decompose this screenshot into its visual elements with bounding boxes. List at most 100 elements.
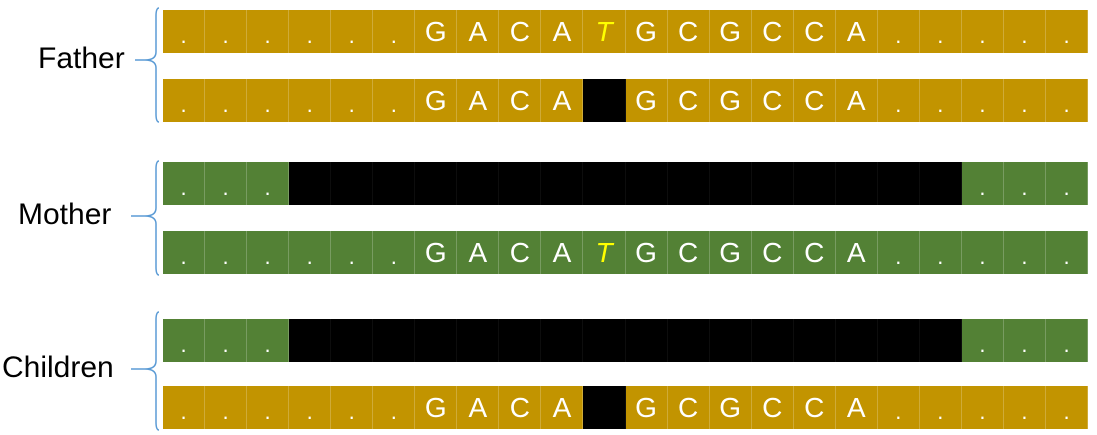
dot-cell: .	[163, 319, 206, 362]
base-cell: C	[667, 79, 710, 122]
brace-0	[144, 7, 160, 123]
base-cell: C	[793, 231, 836, 274]
deleted-cell	[667, 319, 710, 362]
base-cell: A	[457, 79, 500, 122]
deleted-cell	[793, 162, 836, 205]
dot-cell: .	[1045, 79, 1089, 122]
deleted-cell	[457, 162, 500, 205]
dot-cell: .	[961, 386, 1004, 429]
base-cell: G	[709, 79, 752, 122]
dot-cell: .	[247, 162, 290, 205]
dot-cell: .	[373, 10, 416, 53]
base-cell: C	[751, 79, 794, 122]
dot-cell: .	[247, 231, 290, 274]
dot-cell: .	[163, 386, 206, 429]
base-cell: C	[499, 10, 542, 53]
dot-cell: .	[1045, 319, 1089, 362]
dot-cell: .	[205, 162, 248, 205]
deleted-cell	[583, 319, 626, 362]
deleted-cell	[457, 319, 500, 362]
base-cell: A	[457, 386, 500, 429]
highlighted-base-cell: T	[583, 10, 626, 53]
dot-cell: .	[205, 386, 248, 429]
dot-cell: .	[289, 10, 332, 53]
dot-cell: .	[1003, 10, 1046, 53]
dot-cell: .	[1003, 162, 1046, 205]
deleted-cell	[331, 162, 374, 205]
deleted-cell	[541, 319, 584, 362]
base-cell: A	[541, 10, 584, 53]
base-cell: G	[625, 10, 668, 53]
base-cell: A	[835, 10, 878, 53]
base-cell: A	[457, 10, 500, 53]
dot-cell: .	[289, 79, 332, 122]
dot-cell: .	[205, 10, 248, 53]
dot-cell: .	[331, 386, 374, 429]
deleted-cell	[625, 319, 668, 362]
dot-cell: .	[205, 319, 248, 362]
deleted-cell	[877, 162, 920, 205]
dot-cell: .	[1045, 231, 1089, 274]
highlighted-base-cell: T	[583, 231, 626, 274]
dot-cell: .	[919, 386, 962, 429]
deleted-cell	[415, 162, 458, 205]
base-cell: C	[499, 386, 542, 429]
dot-cell: .	[919, 79, 962, 122]
brace-2	[144, 311, 160, 431]
dot-cell: .	[289, 231, 332, 274]
deleted-cell	[331, 319, 374, 362]
base-cell: A	[541, 231, 584, 274]
dot-cell: .	[331, 10, 374, 53]
dot-cell: .	[1003, 319, 1046, 362]
base-cell: C	[751, 231, 794, 274]
deleted-cell	[793, 319, 836, 362]
dot-cell: .	[247, 386, 290, 429]
dot-cell: .	[289, 386, 332, 429]
deleted-cell	[373, 162, 416, 205]
deleted-cell	[919, 162, 962, 205]
base-cell: A	[835, 386, 878, 429]
dot-cell: .	[1003, 79, 1046, 122]
deleted-cell	[667, 162, 710, 205]
base-cell: G	[709, 386, 752, 429]
dot-cell: .	[247, 79, 290, 122]
deleted-cell	[373, 319, 416, 362]
base-cell: G	[625, 386, 668, 429]
base-cell: G	[709, 231, 752, 274]
deleted-cell	[583, 162, 626, 205]
deleted-cell	[877, 319, 920, 362]
base-cell: C	[499, 231, 542, 274]
dot-cell: .	[247, 319, 290, 362]
children-strand-1: ......	[163, 319, 1089, 362]
children-label: Children	[2, 351, 114, 384]
dot-cell: .	[877, 386, 920, 429]
dot-cell: .	[373, 386, 416, 429]
dot-cell: .	[1045, 162, 1089, 205]
base-cell: C	[499, 79, 542, 122]
deleted-cell	[583, 386, 626, 429]
dot-cell: .	[961, 10, 1004, 53]
deleted-cell	[541, 162, 584, 205]
deleted-cell	[289, 162, 332, 205]
base-cell: G	[625, 79, 668, 122]
base-cell: C	[667, 231, 710, 274]
base-cell: C	[751, 386, 794, 429]
base-cell: G	[415, 386, 458, 429]
dot-cell: .	[331, 79, 374, 122]
base-cell: C	[667, 386, 710, 429]
dot-cell: .	[163, 231, 206, 274]
dot-cell: .	[961, 319, 1004, 362]
deleted-cell	[625, 162, 668, 205]
base-cell: C	[793, 10, 836, 53]
dot-cell: .	[163, 162, 206, 205]
deleted-cell	[499, 162, 542, 205]
deleted-cell	[835, 319, 878, 362]
mother-strand-1: ......	[163, 162, 1089, 205]
dot-cell: .	[961, 231, 1004, 274]
base-cell: G	[415, 231, 458, 274]
deleted-cell	[751, 319, 794, 362]
deleted-cell	[709, 162, 752, 205]
